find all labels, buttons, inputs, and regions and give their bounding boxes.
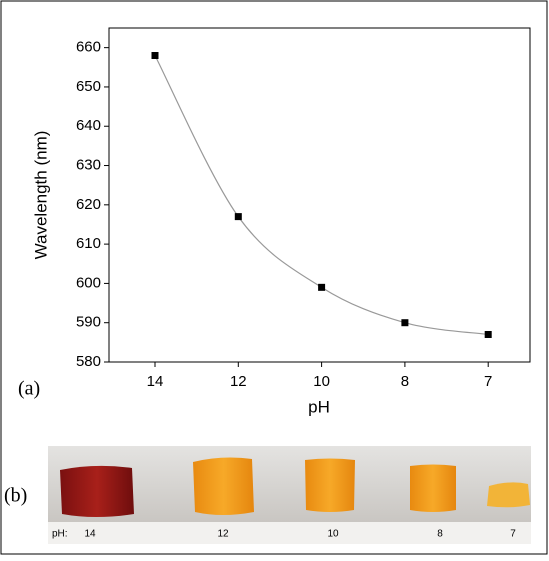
y-tick-label: 620 bbox=[76, 196, 101, 213]
x-tick-label: 10 bbox=[313, 373, 330, 390]
data-point bbox=[151, 52, 159, 60]
photo-sample-label: 14 bbox=[84, 529, 96, 540]
plot-frame bbox=[108, 27, 531, 363]
x-tick-label: 14 bbox=[147, 373, 164, 390]
data-point bbox=[401, 319, 409, 327]
y-axis-title: Wavelength (nm) bbox=[31, 131, 50, 260]
data-point bbox=[234, 213, 242, 221]
y-tick-label: 610 bbox=[76, 235, 101, 252]
data-point bbox=[318, 283, 326, 291]
x-tick-label: 8 bbox=[401, 373, 409, 390]
photo-label: pH: bbox=[52, 529, 68, 540]
y-tick-label: 590 bbox=[76, 314, 101, 331]
y-tick-label: 580 bbox=[76, 353, 101, 370]
photo-sample-label: 8 bbox=[437, 529, 443, 540]
sample bbox=[487, 482, 530, 508]
y-tick-label: 630 bbox=[76, 156, 101, 173]
y-tick-label: 600 bbox=[76, 274, 101, 291]
sample bbox=[193, 457, 254, 515]
y-tick-label: 660 bbox=[76, 39, 101, 56]
photo-sample-label: 10 bbox=[327, 529, 339, 540]
photo bbox=[48, 446, 531, 544]
x-tick-label: 7 bbox=[484, 373, 492, 390]
x-axis-title: pH bbox=[308, 397, 330, 416]
sample bbox=[305, 458, 355, 512]
data-point bbox=[484, 330, 492, 338]
photo-sample-label: 7 bbox=[510, 529, 516, 540]
fit-curve bbox=[154, 55, 489, 336]
sample bbox=[410, 464, 456, 512]
photo-strip bbox=[48, 522, 531, 544]
photo-sample-label: 12 bbox=[217, 529, 229, 540]
sample bbox=[60, 465, 134, 517]
panel-label: (a) bbox=[18, 378, 40, 400]
y-tick-label: 650 bbox=[76, 78, 101, 95]
panel-label: (b) bbox=[4, 485, 27, 507]
y-tick-label: 640 bbox=[76, 117, 101, 134]
x-tick-label: 12 bbox=[230, 373, 247, 390]
